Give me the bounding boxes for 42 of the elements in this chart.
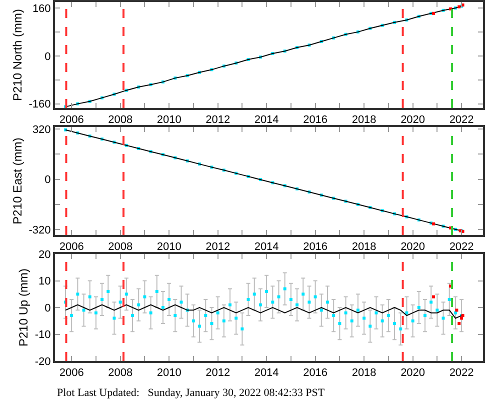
y-axis-title: P210 North (mm) [10,8,25,102]
x-tick-label: 2010 [156,114,182,126]
x-tick-label: 2010 [156,241,182,254]
x-tick-label: 2018 [352,367,376,380]
x-tick-label: 2010 [156,367,182,380]
y-tick-label: 320 [32,124,51,136]
x-tick-label: 2014 [254,367,279,380]
y-tick-label: 20 [38,248,51,261]
y-tick-label: -160 [28,98,51,111]
x-tick-label: 2022 [449,114,474,126]
x-tick-label: 2014 [254,241,279,254]
x-tick-label: 2014 [254,114,279,126]
x-tick-label: 2012 [206,241,230,254]
x-tick-label: 2018 [352,114,376,126]
y-tick-label: 10 [38,276,51,288]
x-tick-label: 2016 [303,367,328,380]
y-tick-label: 0 [44,174,51,186]
x-tick-label: 2016 [303,114,328,126]
y-tick-label: 0 [44,302,51,314]
x-tick-label: 2012 [206,114,230,126]
y-tick-label: -10 [34,329,51,342]
x-tick-label: 2006 [59,241,84,254]
y-tick-label: 0 [44,50,51,63]
y-axis-title: P210 Up (mm) [16,268,31,347]
y-tick-label: -20 [34,356,51,368]
x-tick-label: 2006 [59,367,84,380]
x-tick-label: 2022 [449,241,474,254]
x-tick-label: 2020 [400,367,426,380]
y-tick-label: 160 [32,2,51,15]
text: Plot Last Updated: Sunday, January 30, 2022 08:42:33 PST [57,387,325,399]
x-tick-label: 2020 [400,241,426,254]
x-tick-label: 2022 [449,367,474,380]
x-tick-label: 2008 [108,367,133,380]
x-tick-label: 2020 [400,114,426,126]
x-tick-label: 2012 [206,367,230,380]
x-tick-label: 2016 [303,241,328,254]
x-tick-label: 2008 [108,241,133,254]
x-tick-label: 2006 [59,114,84,126]
x-tick-label: 2018 [352,241,376,254]
y-axis-title: P210 East (mm) [10,138,25,224]
y-tick-label: -320 [28,224,51,236]
x-tick-label: 2008 [108,114,133,126]
